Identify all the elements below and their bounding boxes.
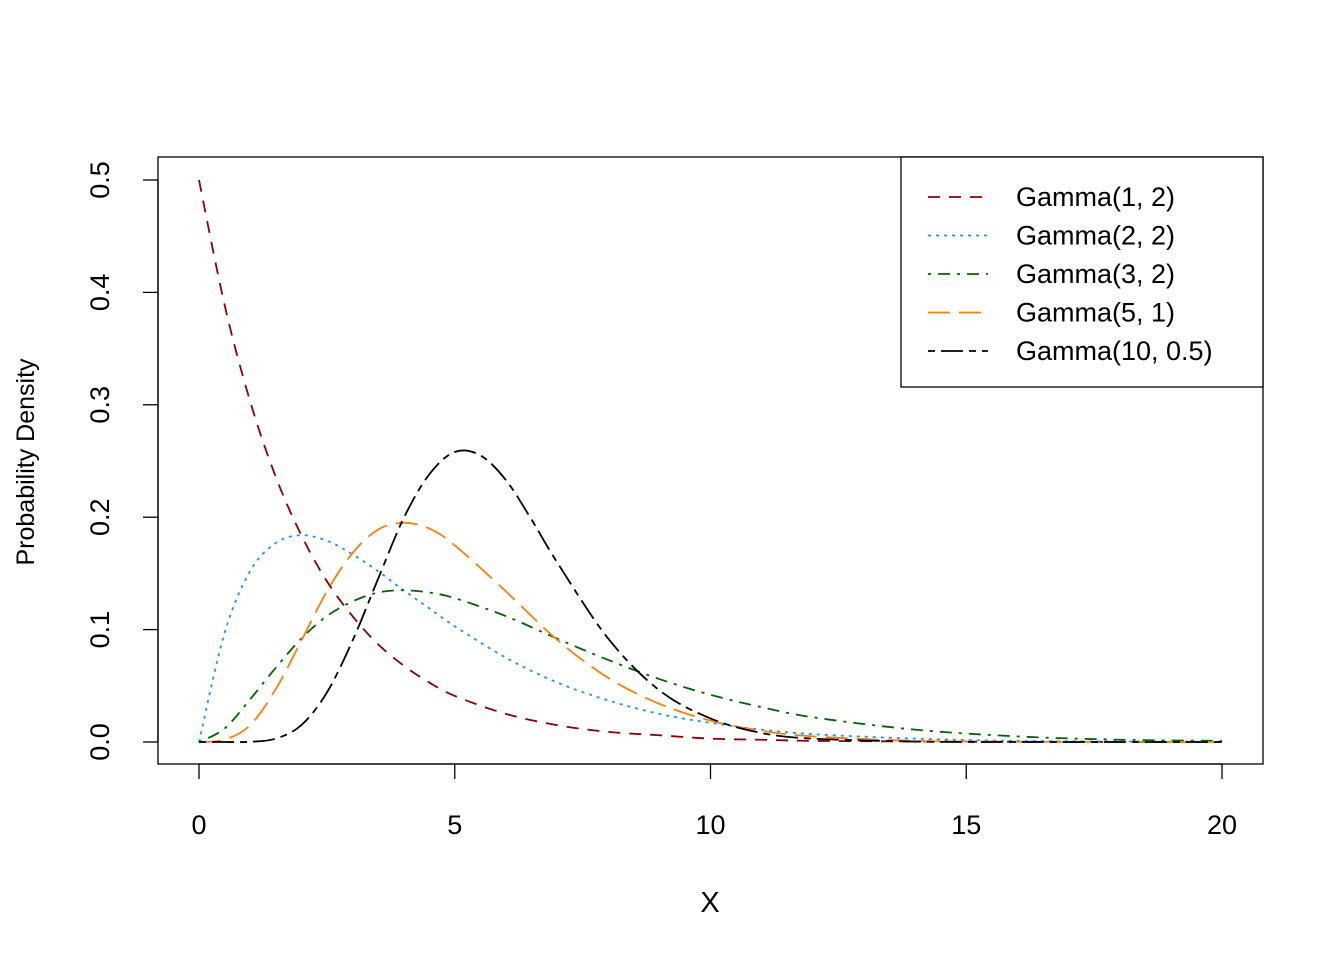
series-line-4 xyxy=(198,521,1223,743)
x-tick-label: 0 xyxy=(191,810,206,840)
x-tick-label: 5 xyxy=(447,810,462,840)
y-tick-label: 0.4 xyxy=(85,274,115,312)
x-tick-label: 10 xyxy=(695,810,725,840)
x-axis-label: X xyxy=(700,887,719,919)
y-tick-label: 0.1 xyxy=(85,611,115,649)
legend-label-2: Gamma(2, 2) xyxy=(1016,221,1175,251)
x-axis: 0 5 10 15 20 xyxy=(191,763,1237,840)
y-axis: 0.0 0.1 0.2 0.3 0.4 0.5 xyxy=(85,161,159,761)
y-tick-label: 0.2 xyxy=(85,498,115,536)
series-line-3 xyxy=(198,589,1223,743)
series-layer xyxy=(198,179,1223,743)
legend-label-1: Gamma(1, 2) xyxy=(1016,182,1175,212)
series-line-1 xyxy=(198,179,1223,743)
y-axis-label: Probability Density xyxy=(12,358,40,566)
legend-label-3: Gamma(3, 2) xyxy=(1016,259,1175,289)
x-tick-label: 20 xyxy=(1207,810,1237,840)
legend: Gamma(1, 2) Gamma(2, 2) Gamma(3, 2) Gamma(5… xyxy=(900,156,1264,388)
y-tick-label: 0.5 xyxy=(85,161,115,199)
x-tick-label: 15 xyxy=(951,810,981,840)
y-tick-label: 0.3 xyxy=(85,386,115,424)
series-line-5 xyxy=(198,449,1222,743)
y-tick-label: 0.0 xyxy=(85,723,115,761)
legend-label-5: Gamma(10, 0.5) xyxy=(1016,336,1213,366)
legend-label-4: Gamma(5, 1) xyxy=(1016,298,1175,328)
legend-box xyxy=(900,156,1264,388)
